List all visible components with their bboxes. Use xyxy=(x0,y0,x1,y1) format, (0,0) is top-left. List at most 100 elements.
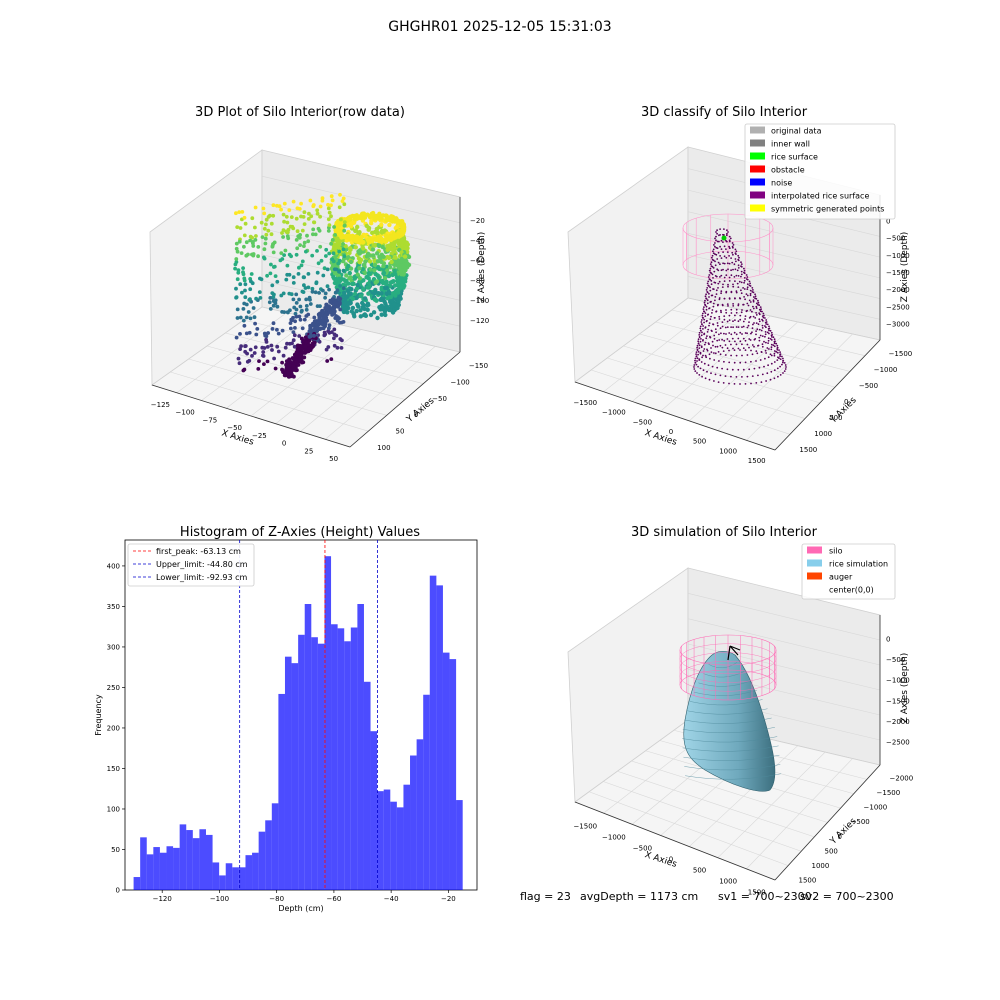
hist-bar xyxy=(317,643,325,890)
panel2-legend-swatch xyxy=(750,165,765,173)
panel4-z-tick: −2500 xyxy=(886,739,910,747)
hist-x-tick: −20 xyxy=(441,895,456,903)
hist-bar xyxy=(429,575,437,890)
panel4-rice-mesh xyxy=(682,662,782,780)
footer-sv2: sv2 = 700~2300 xyxy=(800,890,894,903)
panel4-legend: silo rice simulation auger center(0,0) xyxy=(801,543,896,600)
hist-bar xyxy=(146,854,154,890)
hist-bar xyxy=(442,652,450,890)
hist-bar xyxy=(350,627,358,890)
hist-x-tick: −80 xyxy=(269,895,284,903)
panel1-y-tick: 50 xyxy=(396,428,405,436)
panel2-y-tick: 500 xyxy=(829,414,842,422)
panel4-zlabel: Z Axies (Depth) xyxy=(900,653,910,724)
panel2-legend-swatch xyxy=(750,191,765,199)
hist-y-tick: 400 xyxy=(107,562,120,570)
panel2-legend-label: noise xyxy=(771,179,792,188)
hist-ylabel: Frequency xyxy=(94,694,103,736)
panel2-z-tick: 0 xyxy=(886,218,890,226)
panel2-z-tick: −3000 xyxy=(886,320,910,328)
panel4-legend-label: silo xyxy=(829,547,843,556)
panel2-zlabel: Z Axies (Depth) xyxy=(900,232,910,303)
panel-histogram: Histogram of Z-Axies (Height) Values −12… xyxy=(94,525,478,913)
panel1-x-tick: −125 xyxy=(151,401,170,409)
hist-bar xyxy=(436,585,443,890)
hist-y-tick: 0 xyxy=(116,887,120,895)
panel4-y-tick: 0 xyxy=(838,833,842,841)
panel1-z-tick: −40 xyxy=(470,237,485,245)
panel2-x-tick: −500 xyxy=(633,418,652,426)
panel4-legend-swatch xyxy=(807,546,822,554)
hist-bar xyxy=(238,867,246,890)
panel2-legend-swatch xyxy=(750,139,765,147)
panel4-y-tick: −1000 xyxy=(864,804,888,812)
hist-bar xyxy=(212,862,220,890)
hist-bar xyxy=(258,831,266,890)
hist-bar xyxy=(179,824,187,891)
hist-bar xyxy=(265,820,272,890)
figure-suptitle: GHGHR01 2025-12-05 15:31:03 xyxy=(388,19,611,35)
hist-bar xyxy=(337,628,345,890)
hist-y-tick: 200 xyxy=(107,724,120,732)
panel1-y-axis xyxy=(349,351,461,448)
panel4-ylabel: Y Axies xyxy=(828,816,859,847)
hist-legend-label: first_peak: -63.13 cm xyxy=(156,547,241,556)
panel4-legend-swatch xyxy=(807,572,822,580)
panel1-z-tick: −120 xyxy=(470,317,489,325)
hist-bar xyxy=(192,838,200,890)
panel4-x-tick: 1000 xyxy=(719,878,737,886)
hist-bar xyxy=(377,791,384,890)
hist-bar xyxy=(410,755,417,890)
panel4-y-tick: 500 xyxy=(825,847,838,855)
footer-flag: flag = 23 xyxy=(520,890,571,903)
panel4-x-tick: 0 xyxy=(669,856,673,864)
panel1-z-tick: −80 xyxy=(470,277,485,285)
hist-x-ticks: −120 −100 −80 −60 −40 −20 xyxy=(153,890,456,903)
panel1-title: 3D Plot of Silo Interior(row data) xyxy=(195,105,405,120)
panel4-x-tick: −1500 xyxy=(573,823,597,831)
hist-y-ticks: 0 50 100 150 200 250 300 350 400 xyxy=(107,562,125,895)
panel-raw-3d: 3D Plot of Silo Interior(row data) −125 −… xyxy=(149,105,489,463)
hist-bar xyxy=(133,877,141,890)
hist-bar xyxy=(370,731,378,890)
panel2-legend-label: rice surface xyxy=(771,153,818,162)
panel1-y-tick: 100 xyxy=(377,444,390,452)
panel2-legend: original data inner wall rice surface obsta… xyxy=(744,123,896,220)
hist-bar xyxy=(383,789,391,890)
panel1-x-axis xyxy=(151,384,351,448)
panel1-y-tick: −50 xyxy=(432,395,447,403)
panel2-y-tick: 1000 xyxy=(814,430,832,438)
panel4-z-tick: −2000 xyxy=(886,718,910,726)
hist-y-tick: 100 xyxy=(107,805,120,813)
panel4-z-tick: −500 xyxy=(886,656,905,664)
panel4-y-tick: −1500 xyxy=(877,789,901,797)
panel4-y-tick: −500 xyxy=(851,818,870,826)
panel2-legend-label: interpolated rice surface xyxy=(771,192,869,201)
panel2-x-tick: −1500 xyxy=(573,399,597,407)
panel4-xlabel: X Axies xyxy=(643,850,678,870)
hist-bar xyxy=(153,847,160,890)
panel4-x-tick: 1500 xyxy=(748,889,766,897)
panel2-legend-swatch xyxy=(750,152,765,160)
hist-bar xyxy=(304,604,312,890)
hist-bar xyxy=(205,834,213,890)
panel2-x-tick: −1000 xyxy=(602,409,626,417)
panel2-interpolated-points xyxy=(693,228,787,385)
panel2-y-tick: 1500 xyxy=(799,446,817,454)
hist-title: Histogram of Z-Axies (Height) Values xyxy=(180,525,420,540)
panel1-z-tick: −100 xyxy=(470,297,489,305)
panel4-z-tick: −1000 xyxy=(886,677,910,685)
hist-bar xyxy=(396,807,404,890)
hist-y-tick: 150 xyxy=(107,765,120,773)
panel1-x-tick: 25 xyxy=(304,447,313,455)
panel4-z-tick: −1500 xyxy=(886,697,910,705)
panel4-silo-wireframe xyxy=(679,634,777,701)
panel4-y-tick: 1000 xyxy=(812,862,830,870)
panel2-z-tick: −2000 xyxy=(886,286,910,294)
hist-bar xyxy=(245,855,253,890)
panel1-x-tick: −25 xyxy=(252,432,267,440)
panel2-legend-swatch xyxy=(750,126,765,134)
panel2-x-tick: 500 xyxy=(693,438,706,446)
hist-legend-label: Lower_limit: -92.93 cm xyxy=(156,573,248,582)
hist-bar xyxy=(186,830,193,890)
